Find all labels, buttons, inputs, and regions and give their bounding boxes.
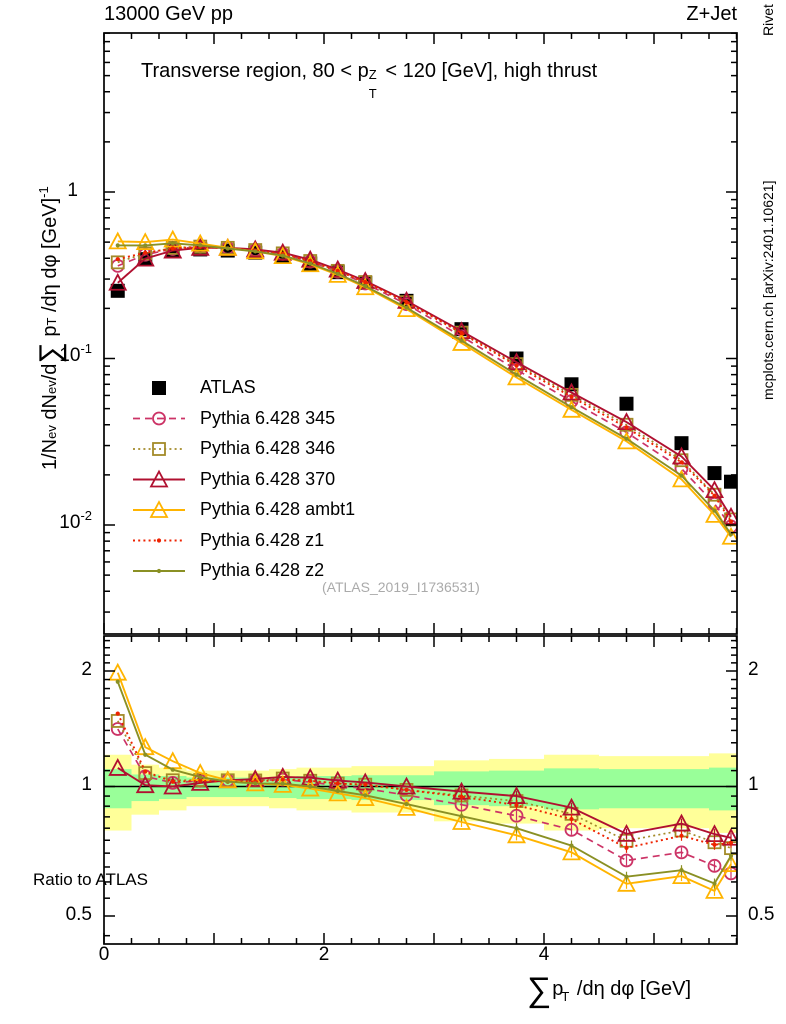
main-ytick-1: 1 xyxy=(67,180,78,201)
legend-item-z2[interactable]: Pythia 6.428 z2 xyxy=(200,560,325,580)
ratio-ytick-05-right: 0.5 xyxy=(748,904,775,925)
main-ytick-1e-2: 10-2 xyxy=(59,508,92,533)
xtick-4: 4 xyxy=(538,944,550,965)
legend-item-ambt1[interactable]: Pythia 6.428 ambt1 xyxy=(200,499,356,519)
main-ytick-1e-1: 10-1 xyxy=(59,341,92,366)
xtick-2: 2 xyxy=(318,944,330,965)
xtick-0: 0 xyxy=(98,944,110,965)
ratio-ytick-05-left: 0.5 xyxy=(65,904,92,925)
legend-item-s346[interactable]: Pythia 6.428 346 xyxy=(200,438,336,458)
header-process-label: Z+Jet xyxy=(686,3,737,25)
legend-item-data[interactable]: ATLAS xyxy=(200,377,256,397)
analysis-watermark: (ATLAS_2019_I1736531) xyxy=(322,579,480,595)
ratio-ytick-1-right: 1 xyxy=(748,774,759,795)
axes-frames xyxy=(103,32,738,945)
legend-item-s345[interactable]: Pythia 6.428 345 xyxy=(200,407,336,428)
ratio-uncertainty-bands xyxy=(104,753,737,833)
header-energy-label: 13000 GeV pp xyxy=(104,3,233,25)
ratio-y-axis-label: Ratio to ATLAS xyxy=(33,870,148,889)
ratio-ytick-2-right: 2 xyxy=(748,659,759,680)
ratio-ytick-1-left: 1 xyxy=(81,774,92,795)
legend-item-z1[interactable]: Pythia 6.428 z1 xyxy=(200,529,325,550)
x-axis-label: ∑pT /dη dφ [GeV] xyxy=(527,971,692,1009)
legend-item-s370[interactable]: Pythia 6.428 370 xyxy=(200,468,336,489)
legend-symbols xyxy=(133,381,185,574)
main-panel-curves xyxy=(108,229,737,545)
ratio-ytick-2-left: 2 xyxy=(81,659,92,680)
ratio-panel-curves xyxy=(108,662,737,899)
